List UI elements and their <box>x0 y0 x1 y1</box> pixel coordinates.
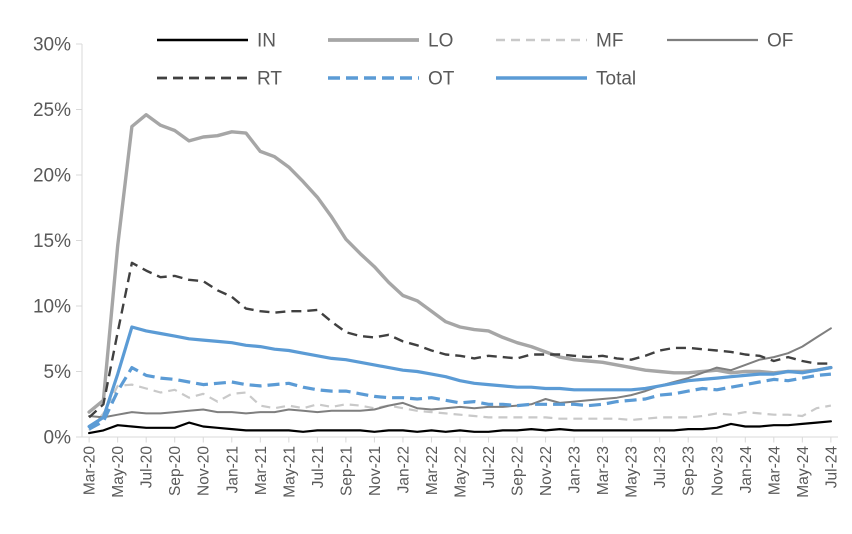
x-tick-label-May-23: May-23 <box>624 446 641 498</box>
series-line-RT <box>88 261 831 419</box>
x-tick-label-May-20: May-20 <box>110 446 127 498</box>
x-tick-label-May-21: May-21 <box>281 446 298 498</box>
legend-label-Total: Total <box>596 69 636 90</box>
x-tick-label-Jul-23: Jul-23 <box>652 446 669 488</box>
x-tick-label-Nov-22: Nov-22 <box>538 446 555 496</box>
x-tick-label-Sep-22: Sep-22 <box>510 446 527 496</box>
x-tick-label-Mar-21: Mar-21 <box>253 446 270 495</box>
legend-label-LO: LO <box>428 31 453 52</box>
legend-item-Total: Total <box>496 69 636 90</box>
legend-label-OF: OF <box>767 31 793 52</box>
legend-item-OF: OF <box>667 31 793 52</box>
y-tick-label-25%: 25% <box>33 100 71 121</box>
series-line-Total <box>87 325 833 429</box>
x-tick-label-Mar-23: Mar-23 <box>595 446 612 495</box>
legend-label-OT: OT <box>428 69 455 90</box>
x-tick-label-Jul-21: Jul-21 <box>310 446 327 488</box>
legend-label-RT: RT <box>257 69 282 90</box>
x-tick-label-Nov-23: Nov-23 <box>709 446 726 496</box>
x-tick-label-Nov-21: Nov-21 <box>367 446 384 496</box>
legend-item-MF: MF <box>496 31 623 52</box>
x-tick-label-Jul-24: Jul-24 <box>823 446 840 489</box>
legend-label-MF: MF <box>596 31 623 52</box>
y-tick-label-5%: 5% <box>44 362 72 383</box>
x-tick-label-Sep-21: Sep-21 <box>338 446 355 496</box>
legend-item-OT: OT <box>328 69 455 90</box>
x-tick-label-Jul-20: Jul-20 <box>139 446 156 489</box>
y-tick-label-10%: 10% <box>33 297 71 318</box>
x-tick-label-May-24: May-24 <box>795 446 812 498</box>
y-tick-label-20%: 20% <box>33 166 71 187</box>
legend-item-RT: RT <box>157 69 282 90</box>
x-tick-label-Jul-22: Jul-22 <box>481 446 498 488</box>
y-tick-label-30%: 30% <box>33 35 71 56</box>
legend-item-LO: LO <box>328 31 453 52</box>
series-line-IN <box>88 420 832 435</box>
legend-item-IN: IN <box>157 31 276 52</box>
series-line-OT <box>88 366 832 431</box>
x-tick-label-Jan-23: Jan-23 <box>567 446 584 493</box>
x-tick-label-Nov-20: Nov-20 <box>196 446 213 496</box>
x-tick-label-Mar-24: Mar-24 <box>766 446 783 495</box>
x-tick-label-Mar-22: Mar-22 <box>424 446 441 495</box>
x-tick-label-Mar-20: Mar-20 <box>82 446 99 495</box>
y-tick-label-0%: 0% <box>44 428 72 449</box>
series-line-OF <box>88 327 832 419</box>
legend-label-IN: IN <box>257 31 276 52</box>
x-tick-label-Jan-21: Jan-21 <box>224 446 241 493</box>
x-tick-label-Sep-23: Sep-23 <box>681 446 698 496</box>
x-tick-label-Jan-22: Jan-22 <box>395 446 412 493</box>
series-line-MF <box>88 383 832 432</box>
x-tick-label-Sep-20: Sep-20 <box>167 446 184 496</box>
y-tick-label-15%: 15% <box>33 231 71 252</box>
x-tick-label-Jan-24: Jan-24 <box>738 446 755 494</box>
x-tick-label-May-22: May-22 <box>453 446 470 498</box>
